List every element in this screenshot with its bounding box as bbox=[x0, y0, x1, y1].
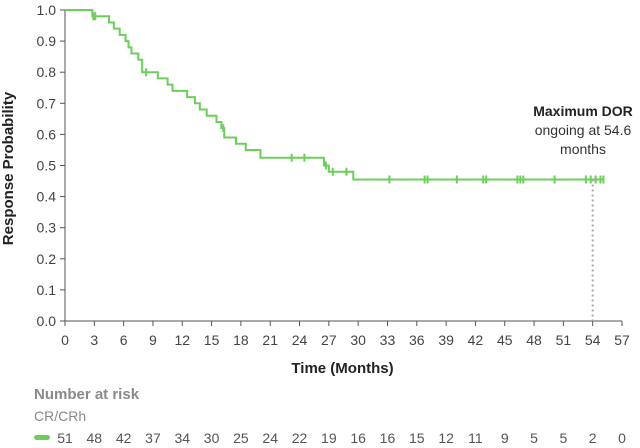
x-tick-label: 51 bbox=[556, 332, 572, 348]
x-tick-label: 36 bbox=[409, 332, 425, 348]
risk-row-label: CR/CRh bbox=[34, 408, 87, 424]
risk-value: 34 bbox=[174, 430, 190, 446]
annotation-layer: Maximum DOR ongoing at 54.6 months bbox=[533, 103, 633, 321]
series-layer bbox=[65, 9, 605, 184]
x-tick-label: 18 bbox=[233, 332, 249, 348]
y-tick-label: 0.4 bbox=[37, 189, 57, 205]
x-tick-label: 27 bbox=[321, 332, 337, 348]
x-tick-label: 45 bbox=[497, 332, 513, 348]
x-tick-label: 42 bbox=[468, 332, 484, 348]
survival-step-line bbox=[65, 9, 605, 181]
x-tick-label: 30 bbox=[350, 332, 366, 348]
x-axis-label: Time (Months) bbox=[291, 360, 393, 377]
risk-value: 51 bbox=[57, 430, 73, 446]
risk-value: 9 bbox=[501, 430, 509, 446]
x-tick-label: 3 bbox=[90, 332, 98, 348]
risk-value: 19 bbox=[321, 430, 337, 446]
x-tick-label: 39 bbox=[438, 332, 454, 348]
x-tick-label: 9 bbox=[149, 332, 157, 348]
risk-value: 5 bbox=[559, 430, 567, 446]
risk-value: 12 bbox=[438, 430, 454, 446]
risk-value: 25 bbox=[233, 430, 249, 446]
y-axis-label: Response Probability bbox=[0, 91, 17, 245]
risk-value: 2 bbox=[589, 430, 597, 446]
y-tick-label: 0.7 bbox=[37, 95, 57, 111]
y-tick-label: 0.6 bbox=[37, 126, 57, 142]
x-tick-label: 24 bbox=[292, 332, 308, 348]
risk-value: 37 bbox=[145, 430, 161, 446]
y-tick-label: 0.0 bbox=[37, 313, 57, 329]
risk-value: 24 bbox=[262, 430, 278, 446]
axes-group: 0.00.10.20.30.40.50.60.70.80.91.00 3 6 9 12 1… bbox=[0, 2, 630, 377]
annotation-line: ongoing at 54.6 bbox=[535, 122, 632, 138]
risk-value: 48 bbox=[87, 430, 103, 446]
risk-table-title: Number at risk bbox=[34, 386, 140, 403]
y-tick-label: 0.5 bbox=[37, 158, 57, 174]
x-tick-label: 15 bbox=[204, 332, 220, 348]
risk-values-layer: 51 48 42 37 34 30 25 24 22 19 16 16 15 12 11 9 5 5 2 0 bbox=[57, 430, 626, 446]
risk-value: 15 bbox=[409, 430, 425, 446]
risk-value: 16 bbox=[350, 430, 366, 446]
legend-swatch bbox=[34, 435, 50, 440]
risk-value: 5 bbox=[530, 430, 538, 446]
risk-value: 16 bbox=[380, 430, 396, 446]
risk-value: 11 bbox=[468, 430, 483, 446]
risk-value: 0 bbox=[618, 430, 626, 446]
x-tick-label: 33 bbox=[380, 332, 396, 348]
y-tick-label: 0.8 bbox=[37, 64, 57, 80]
risk-value: 22 bbox=[292, 430, 308, 446]
x-tick-label: 54 bbox=[585, 332, 601, 348]
x-tick-label: 57 bbox=[614, 332, 630, 348]
x-tick-label: 6 bbox=[120, 332, 128, 348]
y-tick-label: 0.2 bbox=[37, 251, 57, 267]
risk-value: 42 bbox=[116, 430, 132, 446]
y-tick-label: 0.1 bbox=[37, 282, 57, 298]
y-tick-label: 0.9 bbox=[37, 33, 57, 49]
x-tick-label: 0 bbox=[61, 332, 69, 348]
x-tick-label: 12 bbox=[174, 332, 190, 348]
x-tick-label: 21 bbox=[262, 332, 278, 348]
risk-value: 30 bbox=[204, 430, 220, 446]
annotation-title: Maximum DOR bbox=[533, 103, 633, 119]
x-tick-label: 48 bbox=[526, 332, 542, 348]
y-tick-label: 1.0 bbox=[37, 2, 57, 18]
annotation-line: months bbox=[560, 141, 606, 157]
y-tick-label: 0.3 bbox=[37, 220, 57, 236]
